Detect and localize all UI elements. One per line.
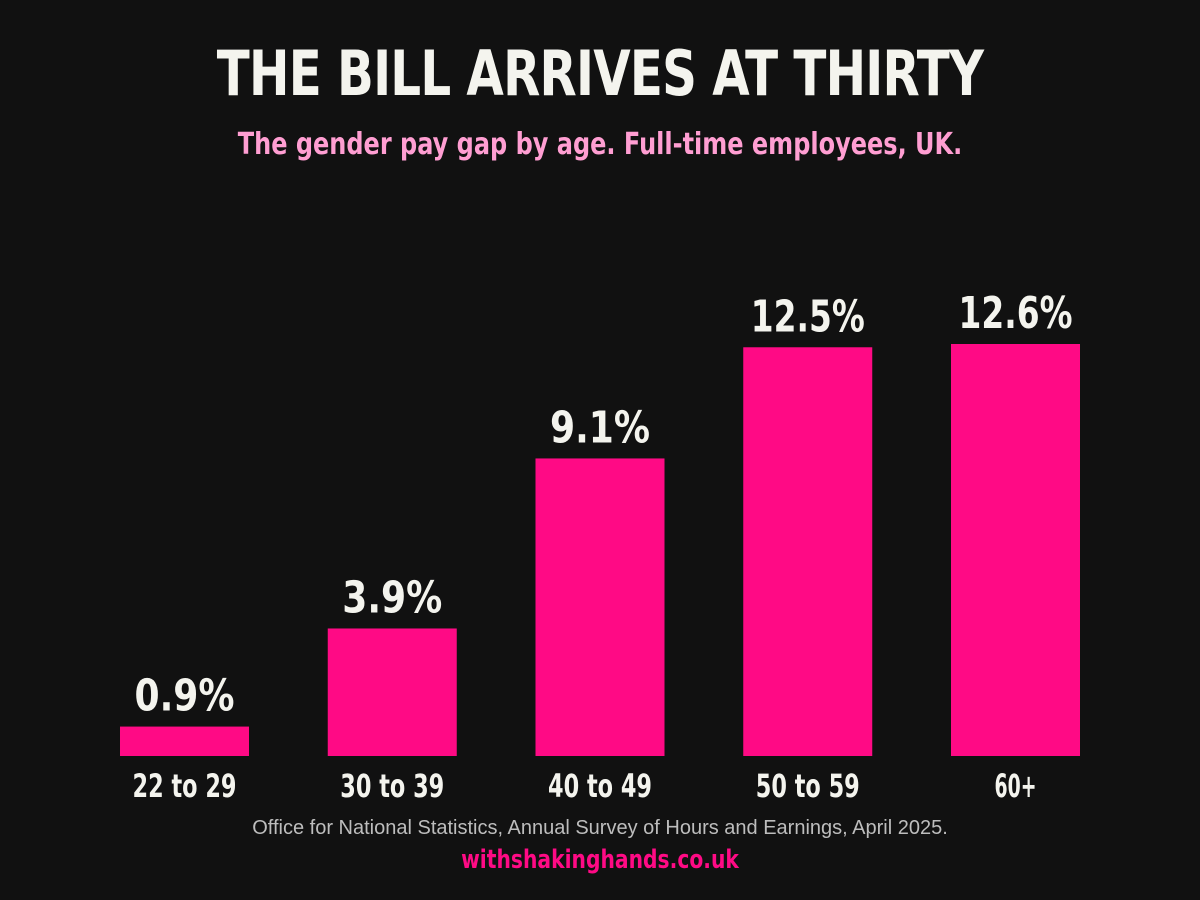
bar-2 [327,628,457,756]
source-note: Office for National Statistics, Annual S… [252,817,948,839]
bar-1 [120,726,249,756]
value-label-4: 12.5% [751,291,865,342]
bar-4 [743,347,873,756]
chart-title: THE BILL ARRIVES AT THIRTY [216,37,984,110]
category-label-4: 50 to 59 [756,767,860,805]
value-label-5: 12.6% [959,288,1073,339]
category-label-3: 40 to 49 [548,767,652,805]
bar-3 [535,458,665,756]
bar-5 [951,344,1080,756]
value-label-1: 0.9% [135,671,235,722]
category-label-1: 22 to 29 [133,767,237,805]
chart-subtitle: The gender pay gap by age. Full-time emp… [237,127,963,162]
category-label-2: 30 to 39 [340,767,444,805]
value-label-2: 3.9% [342,572,442,623]
value-label-3: 9.1% [550,402,650,453]
category-label-5: 60+ [995,767,1037,805]
site-credit[interactable]: withshakinghands.co.uk [461,845,739,875]
